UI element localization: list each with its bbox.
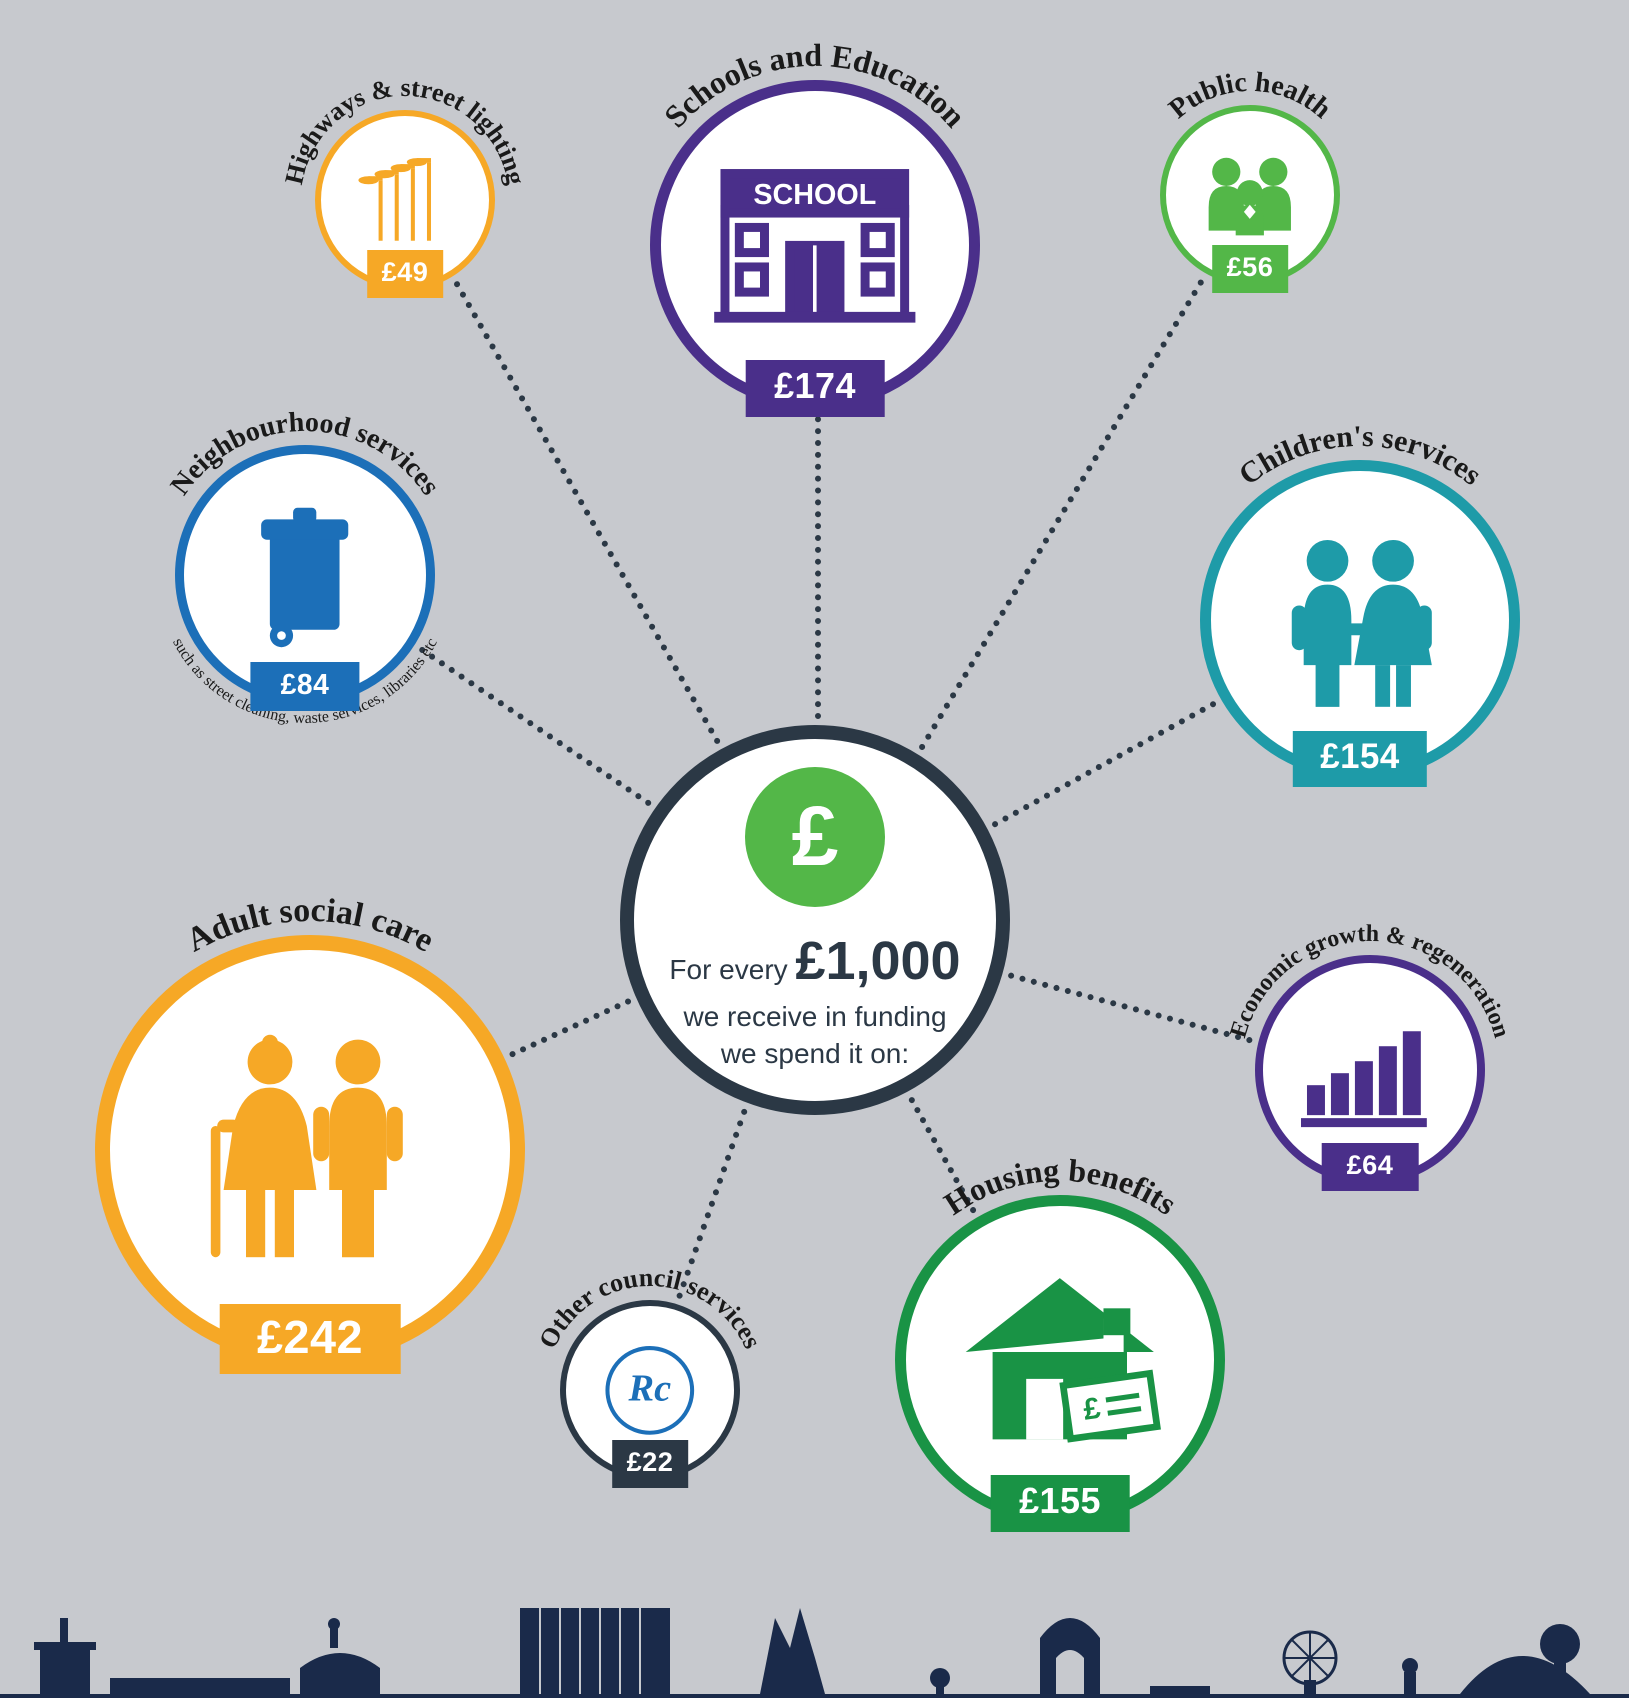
house-icon: £: [952, 1268, 1168, 1453]
connector-line: [1007, 972, 1253, 1044]
price-tag: £56: [1212, 245, 1288, 293]
category-public-health: Public health £56: [1160, 105, 1340, 285]
price-tag: £22: [612, 1440, 688, 1488]
skyline-silhouette: [0, 1548, 1629, 1698]
family-icon: [1191, 145, 1309, 246]
category-schools: Schools and Education SCHOOL £174: [650, 80, 980, 410]
school-icon: SCHOOL: [707, 153, 923, 338]
category-neighbourhood: Neighbourhood services such as street cl…: [175, 445, 435, 705]
elderly-icon: [170, 1030, 450, 1270]
category-housing: Housing benefits £ £155: [895, 1195, 1225, 1525]
center-post1: we receive in funding: [683, 1001, 946, 1032]
pound-icon: £: [745, 767, 885, 907]
price-tag: £154: [1293, 731, 1427, 787]
category-other: Other council services Rc £22: [560, 1300, 740, 1480]
center-amount: £1,000: [795, 931, 960, 991]
category-circle: £154: [1200, 460, 1520, 780]
price-tag: £174: [746, 360, 885, 417]
connector-line: [815, 416, 821, 719]
svg-text:Rc: Rc: [628, 1367, 672, 1409]
price-tag: £49: [367, 250, 443, 298]
category-circle: £56: [1160, 105, 1340, 285]
price-tag: £84: [250, 662, 359, 711]
center-pre: For every: [669, 954, 787, 985]
category-circle: £ £155: [895, 1195, 1225, 1525]
category-highways: Highways & street lighting £49: [315, 110, 495, 290]
category-circle: £84: [175, 445, 435, 705]
council-icon: Rc: [591, 1340, 709, 1441]
streetlight-icon: [346, 150, 464, 251]
category-economic: Economic growth & regeneration £64: [1255, 955, 1485, 1185]
center-post2: we spend it on:: [721, 1038, 909, 1069]
bin-icon: [220, 502, 389, 647]
price-tag: £155: [991, 1475, 1130, 1532]
children-icon: [1256, 531, 1465, 710]
category-circle: SCHOOL £174: [650, 80, 980, 410]
barchart-icon: [1295, 1006, 1445, 1134]
category-circle: £64: [1255, 955, 1485, 1185]
price-tag: £64: [1322, 1143, 1419, 1191]
infographic-canvas: £ For every £1,000 we receive in funding…: [0, 0, 1629, 1698]
category-circle: Rc £22: [560, 1300, 740, 1480]
category-circle: £49: [315, 110, 495, 290]
category-children: Children's services £154: [1200, 460, 1520, 780]
svg-text:SCHOOL: SCHOOL: [754, 179, 877, 211]
category-circle: £242: [95, 935, 525, 1365]
center-hub: £ For every £1,000 we receive in funding…: [620, 725, 1010, 1115]
category-adult-care: Adult social care £242: [95, 935, 525, 1365]
center-text: For every £1,000 we receive in funding w…: [669, 925, 960, 1073]
price-tag: £242: [220, 1304, 401, 1374]
